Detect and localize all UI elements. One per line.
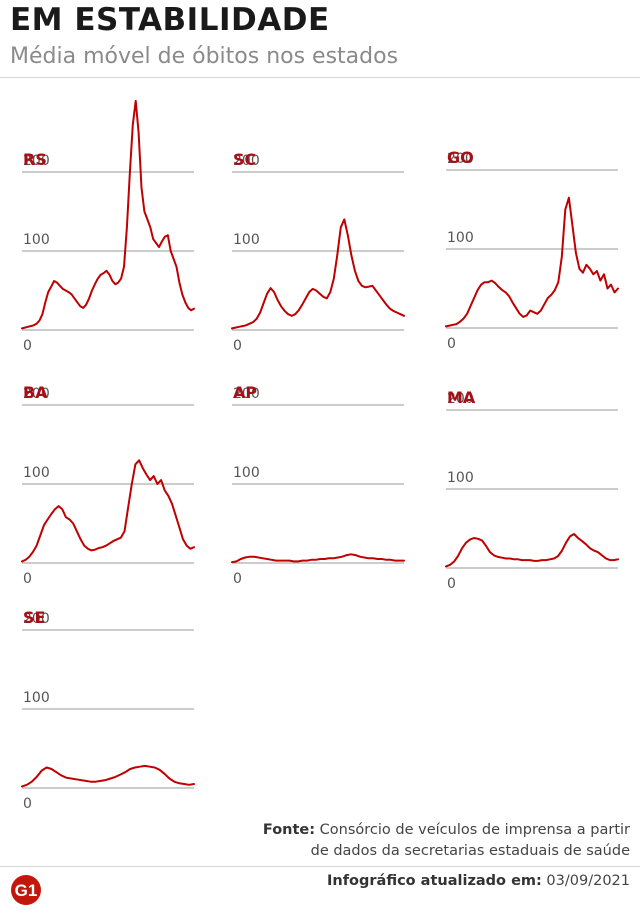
series-line — [21, 459, 195, 563]
source-label: Fonte: — [262, 822, 316, 838]
chart-title: EM ESTABILIDADE — [10, 2, 330, 38]
y-tick-label: 0 — [447, 576, 456, 592]
y-tick-label: 100 — [447, 470, 474, 486]
y-tick-label: 0 — [23, 338, 32, 354]
series-line — [445, 533, 619, 568]
y-tick-label: 200 — [233, 153, 260, 169]
source-note: Fonte: Consórcio de veículos de imprensa… — [230, 820, 630, 862]
y-tick-label: 100 — [23, 232, 50, 248]
updated-note: Infográfico atualizado em: 03/09/2021 — [327, 873, 630, 889]
y-tick-label: 0 — [233, 338, 242, 354]
series-line — [21, 99, 195, 330]
title-divider — [0, 77, 640, 78]
updated-label: Infográfico atualizado em: — [327, 873, 542, 889]
state-label: SE — [23, 608, 45, 627]
series-line — [231, 553, 405, 564]
y-tick-label: 0 — [23, 571, 32, 587]
series-line — [21, 764, 195, 788]
y-tick-label: 200 — [23, 153, 50, 169]
footer-divider — [0, 866, 640, 867]
y-tick-label: 0 — [447, 336, 456, 352]
state-label: MA — [447, 388, 476, 407]
y-tick-label: 100 — [447, 230, 474, 246]
source-line-2: de dados da secretarias estaduais de saú… — [310, 843, 630, 859]
y-tick-label: 100 — [233, 465, 260, 481]
chart-subtitle: Média móvel de óbitos nos estados — [10, 44, 399, 69]
y-tick-label: 200 — [447, 151, 474, 167]
series-line — [445, 196, 619, 328]
state-label: SC — [233, 150, 256, 169]
state-label: BA — [23, 383, 48, 402]
y-tick-label: 100 — [23, 465, 50, 481]
y-tick-label: 100 — [23, 690, 50, 706]
g1-logo-text: G1 — [15, 881, 38, 900]
y-tick-label: 200 — [233, 386, 260, 402]
state-label: GO — [447, 148, 474, 167]
state-label: AP — [233, 383, 257, 402]
series-line — [231, 218, 405, 330]
y-tick-label: 200 — [447, 391, 474, 407]
y-tick-label: 0 — [23, 796, 32, 812]
y-tick-label: 200 — [23, 611, 50, 627]
y-tick-label: 200 — [23, 386, 50, 402]
state-label: RS — [23, 150, 47, 169]
g1-logo-icon: G1 — [11, 875, 41, 905]
y-tick-label: 0 — [233, 571, 242, 587]
source-line-1: Consórcio de veículos de imprensa a part… — [319, 822, 630, 838]
y-tick-label: 100 — [233, 232, 260, 248]
updated-date: 03/09/2021 — [546, 873, 630, 889]
